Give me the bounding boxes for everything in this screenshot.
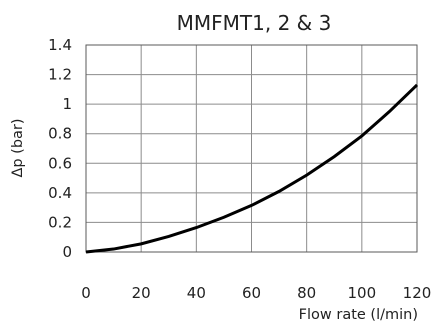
x-axis-ticks: 0 20 40 60 80 100 120 — [81, 284, 431, 302]
x-tick-label: 80 — [297, 284, 316, 302]
grid — [85, 44, 418, 253]
y-tick-label: 0.6 — [48, 154, 72, 172]
x-tick-label: 20 — [132, 284, 151, 302]
x-axis-label: Flow rate (l/min) — [299, 307, 418, 323]
y-tick-label: 1.4 — [48, 36, 72, 54]
chart-title: MMFMT1, 2 & 3 — [177, 11, 332, 35]
y-tick-label: 1 — [62, 95, 72, 113]
x-tick-label: 40 — [187, 284, 206, 302]
y-tick-label: 0.8 — [48, 125, 72, 143]
x-tick-label: 120 — [403, 284, 432, 302]
y-axis-ticks: 0 0.2 0.4 0.6 0.8 1 1.2 1.4 — [48, 36, 72, 261]
y-tick-label: 1.2 — [48, 66, 72, 84]
x-tick-label: 0 — [81, 284, 91, 302]
series-line — [85, 83, 419, 254]
y-tick-label: 0.2 — [48, 213, 72, 231]
x-tick-label: 60 — [242, 284, 261, 302]
y-tick-label: 0.4 — [48, 184, 72, 202]
y-axis-label: Δp (bar) — [10, 118, 26, 177]
plot-frame — [85, 44, 418, 253]
x-tick-label: 100 — [348, 284, 377, 302]
y-tick-label: 0 — [62, 243, 72, 261]
